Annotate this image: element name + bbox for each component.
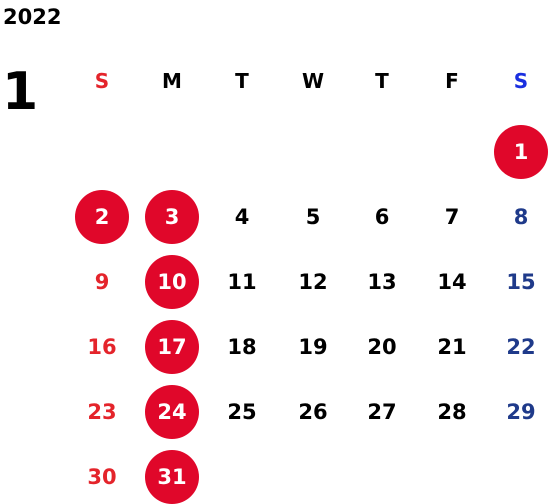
day-cell[interactable]: 23: [87, 400, 117, 424]
day-cell[interactable]: 25: [227, 400, 257, 424]
day-cell[interactable]: 31: [145, 450, 199, 504]
day-cell[interactable]: 1: [494, 125, 548, 179]
day-cell[interactable]: 20: [367, 335, 397, 359]
weekday-header-wed: W: [301, 69, 325, 93]
day-cell[interactable]: 6: [374, 205, 390, 229]
day-cell[interactable]: 8: [513, 205, 529, 229]
day-cell[interactable]: 24: [145, 385, 199, 439]
weekday-header-sun: S: [94, 69, 110, 93]
day-cell[interactable]: 26: [298, 400, 328, 424]
year-label: 2022: [3, 5, 62, 29]
weekday-header-sat: S: [513, 69, 529, 93]
day-cell[interactable]: 18: [227, 335, 257, 359]
weekday-header-tue: T: [235, 69, 249, 93]
day-cell[interactable]: 16: [87, 335, 117, 359]
day-cell[interactable]: 15: [506, 270, 536, 294]
day-cell[interactable]: 29: [506, 400, 536, 424]
day-cell[interactable]: 27: [367, 400, 397, 424]
day-cell[interactable]: 5: [305, 205, 321, 229]
day-cell[interactable]: 7: [444, 205, 460, 229]
weekday-header-fri: F: [445, 69, 459, 93]
day-cell[interactable]: 17: [145, 320, 199, 374]
day-cell[interactable]: 3: [145, 190, 199, 244]
month-number: 1: [2, 62, 39, 122]
weekday-header-thu: T: [375, 69, 389, 93]
day-cell[interactable]: 19: [298, 335, 328, 359]
weekday-header-mon: M: [162, 69, 182, 93]
day-cell[interactable]: 12: [298, 270, 328, 294]
day-cell[interactable]: 22: [506, 335, 536, 359]
day-cell[interactable]: 10: [145, 255, 199, 309]
day-cell[interactable]: 4: [234, 205, 250, 229]
day-cell[interactable]: 21: [437, 335, 467, 359]
day-cell[interactable]: 2: [75, 190, 129, 244]
day-cell[interactable]: 28: [437, 400, 467, 424]
day-cell[interactable]: 13: [367, 270, 397, 294]
day-cell[interactable]: 11: [227, 270, 257, 294]
day-cell[interactable]: 9: [94, 270, 110, 294]
day-cell[interactable]: 14: [437, 270, 467, 294]
day-cell[interactable]: 30: [87, 465, 117, 489]
